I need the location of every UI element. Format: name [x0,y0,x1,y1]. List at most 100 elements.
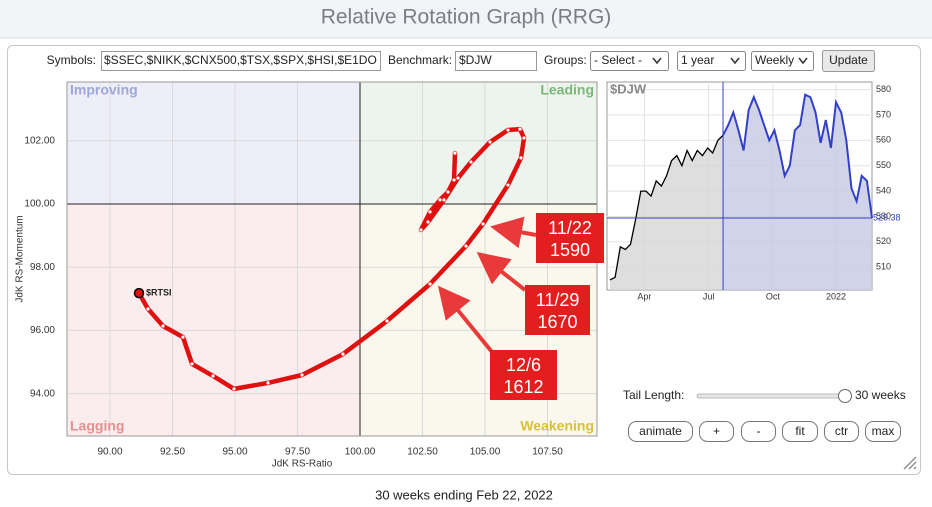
tail-slider-handle[interactable] [838,389,852,403]
x-tick-label: 105.00 [470,447,501,458]
y-tick-label: 102.00 [24,135,55,146]
y-tick-label: 540 [876,185,891,195]
x-tick-label: 95.00 [222,447,247,458]
quadrant-lagging [67,204,360,436]
select-caret [798,57,808,65]
y-tick-label: 550 [876,160,891,170]
tail-point [438,198,442,202]
tail-head[interactable] [133,287,145,299]
x-tick-label: 2022 [826,291,846,301]
update-button[interactable] [822,50,875,72]
annotation-arrow [476,252,527,292]
groups-label: Groups: [544,53,587,67]
control-button[interactable] [699,421,734,442]
x-tick-label: 92.50 [160,447,185,458]
control-button[interactable] [628,421,693,442]
last-value-label: 529.38 [873,212,901,222]
y-tick-label: 530 [876,211,891,221]
control-button[interactable] [824,421,859,442]
annotation-arrow [437,285,494,354]
price-tail-area [723,94,872,290]
x-tick-label: 90.00 [97,447,122,458]
tail-length-value: 30 weeks [855,388,906,402]
benchmark-chart: 510 520 530 540 550 560 570 580 Apr Jul Oct 2022 529… [606,81,901,301]
control-button[interactable] [741,421,776,442]
annotation-date: 11/29 [536,290,580,310]
tail-point [232,387,236,391]
y-tick-label: 580 [876,84,891,94]
quadrant-leading [360,82,597,205]
annotation-value: 1670 [537,312,577,332]
select-caret [730,57,740,65]
annotations: 11/22 1590 11/29 1670 12/6 1612 [437,213,604,400]
control-button-label: fit [795,424,805,438]
title-bar [0,0,932,38]
tail-point [341,352,345,356]
x-axis-title: JdK RS-Ratio [272,459,333,470]
benchmark-label: Benchmark: [388,53,452,67]
control-button[interactable] [782,421,818,442]
symbols-value: $SSEC,$NIKK,$CNX500,$TSX,$SPX,$HSI,$E1DO [104,53,377,67]
symbols-label: Symbols: [47,53,96,67]
annotation-box [490,350,557,400]
quadrant-label: Leading [540,82,594,98]
y-tick-label: 570 [876,109,891,119]
tail-point [426,220,430,224]
control-button-label: animate [639,424,682,438]
symbols-input[interactable] [101,51,381,71]
x-tick-label: Jul [703,291,715,301]
tail-slider-track [696,393,846,399]
period-select[interactable] [677,51,746,71]
y-tick-label: 100.00 [24,199,55,210]
tail-line [136,126,527,392]
y-tick-label: 510 [876,262,891,272]
symbol-label: $RTSI [146,288,172,298]
y-tick-label: 98.00 [30,262,55,273]
control-button[interactable] [865,421,901,442]
y-tick-label: 560 [876,135,891,145]
quadrant-improving [67,82,360,205]
y-tick-label: 94.00 [30,388,55,399]
tail-point [190,362,194,366]
control-button-label: max [872,424,895,438]
control-button-label: ctr [835,424,848,438]
groups-select[interactable] [590,51,669,71]
x-tick-label: 97.50 [285,447,310,458]
tail-point [452,178,456,182]
tail-point [488,140,492,144]
annotation-date: 12/6 [506,355,541,375]
footer-caption: 30 weeks ending Feb 22, 2022 [375,487,553,502]
period-value: 1 year [681,53,714,67]
tail-length-label: Tail Length: [623,388,684,402]
x-tick-label: 100.00 [345,447,376,458]
price-before-tail-area [610,135,723,290]
tail-point [211,374,215,378]
annotation-date: 11/22 [548,218,592,238]
frequency-select[interactable] [751,51,814,71]
tail-point [506,183,510,187]
frequency-value: Weekly [755,53,794,67]
annotation-box [536,213,604,263]
tail-point [385,319,389,323]
tail-point [442,198,446,202]
tail-point [446,190,450,194]
x-tick-label: Apr [637,291,651,301]
control-button-label: + [713,424,720,438]
toolbar: Symbols: $SSEC,$NIKK,$CNX500,$TSX,$SPX,$… [47,50,875,72]
y-tick-label: 520 [876,236,891,246]
tail-point [456,176,460,180]
mini-title: $DJW [610,81,647,96]
tail-point [481,222,485,226]
y-axis-title: JdK RS-Momentum [15,215,26,302]
update-button-label: Update [829,53,868,67]
quadrant-label: Weakening [520,418,594,434]
tail-point [181,335,185,339]
benchmark-input[interactable] [455,51,537,71]
benchmark-value: $DJW [459,53,492,67]
annotation-box [525,285,590,335]
x-tick-label: 102.50 [407,447,438,458]
tail-point [428,282,432,286]
tail-point [146,307,150,311]
tail-point [300,373,304,377]
select-caret [652,57,662,65]
